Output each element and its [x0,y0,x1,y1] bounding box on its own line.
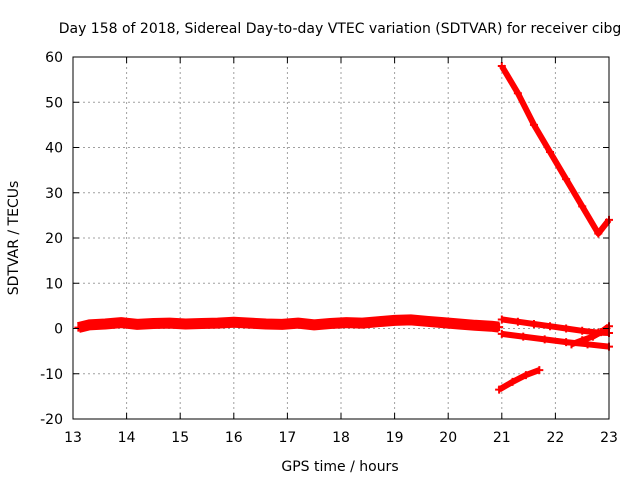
data-point [471,321,479,330]
series-line [77,314,500,333]
data-point [583,340,592,349]
data-point [497,62,506,71]
x-tick-label: 20 [439,430,457,446]
y-tick-label: 0 [54,322,63,338]
y-tick-label: 40 [45,141,63,157]
data-point [594,229,603,238]
data-point [422,317,431,326]
data-point [454,319,463,328]
x-tick-label: 18 [332,430,350,446]
data-point [497,329,506,338]
data-point [245,319,254,328]
data-layer [74,62,613,394]
data-point [513,89,522,98]
data-point [588,332,597,341]
data-point [562,338,571,347]
data-point [546,148,555,157]
data-point [310,320,319,329]
data-point [521,371,530,380]
data-point [406,315,415,324]
data-point [535,366,544,375]
series-line [497,367,541,393]
data-point [495,385,504,394]
ticks: 13 14 15 16 17 18 19 20 21 22 23 -20 -10 0 10 20 30 40 50 6… [40,50,618,446]
data-point [513,317,522,326]
data-point [74,323,83,332]
data-point [529,319,538,328]
data-point [213,319,222,328]
data-point [487,322,496,331]
data-point [326,319,335,328]
data-point [374,317,383,326]
series-3 [497,329,613,351]
data-point [358,319,367,328]
data-point [529,120,538,129]
data-point [546,322,555,331]
chart-title: Day 158 of 2018, Sidereal Day-to-day VTE… [59,21,622,37]
y-axis-label: SDTVAR / TECUs [6,181,22,296]
x-tick-label: 21 [493,430,511,446]
x-tick-label: 17 [278,430,296,446]
series-0 [74,314,504,333]
y-tick-label: 20 [45,231,63,247]
y-tick-label: 30 [45,186,63,202]
data-point [117,318,126,327]
data-point [562,175,571,184]
data-point [540,335,549,344]
data-point [181,319,190,328]
data-point [596,328,605,337]
x-tick-label: 16 [225,430,243,446]
data-point [342,318,351,327]
data-point [85,320,94,329]
y-tick-label: -20 [40,412,63,428]
data-point [578,336,587,345]
x-tick-label: 22 [546,430,564,446]
x-tick-label: 15 [171,430,189,446]
data-point [495,323,504,332]
data-point [229,318,238,327]
data-point [101,319,110,328]
data-point [562,324,571,333]
series-4 [495,366,544,394]
y-tick-label: 10 [45,276,63,292]
data-point [438,318,447,327]
data-point [261,319,270,328]
data-point [197,319,206,328]
data-point [133,320,142,329]
data-point [390,316,399,325]
data-point [165,319,174,328]
data-point [508,377,517,386]
data-point [149,319,158,328]
x-tick-label: 19 [386,430,404,446]
series-line [499,64,612,237]
data-point [278,320,287,329]
x-tick-label: 13 [64,430,82,446]
x-tick-label: 14 [118,430,136,446]
y-tick-label: 50 [45,95,63,111]
data-point [294,319,303,328]
data-point [497,315,506,324]
data-point [578,326,587,335]
data-point [567,340,576,349]
data-point [578,202,587,211]
data-point [519,332,528,341]
x-axis-label: GPS time / hours [281,459,398,475]
x-tick-label: 23 [600,430,618,446]
y-tick-label: 60 [45,50,63,66]
y-tick-label: -10 [40,367,63,383]
